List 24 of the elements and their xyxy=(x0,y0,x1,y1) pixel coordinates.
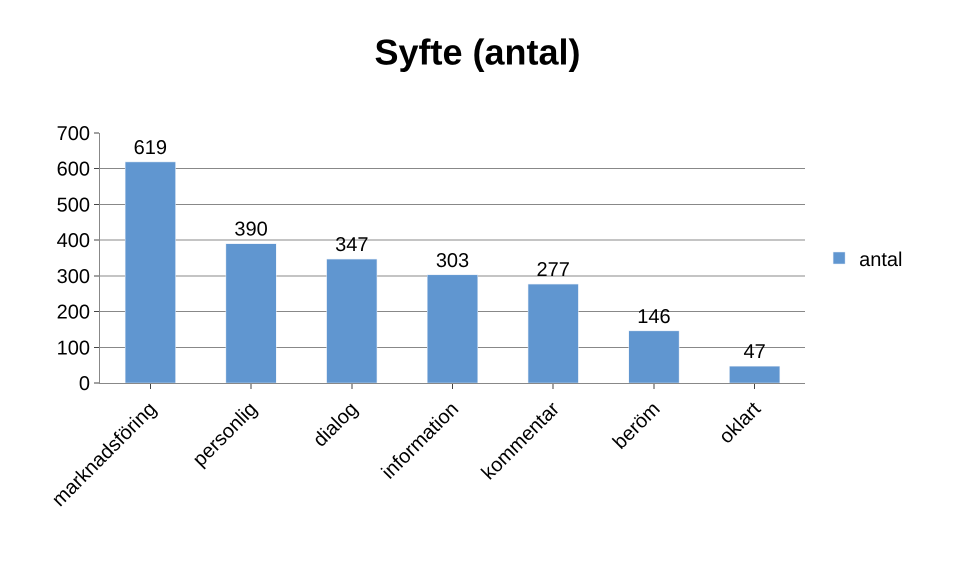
y-tick-label: 200 xyxy=(56,302,90,324)
y-tick-label: 300 xyxy=(56,266,90,288)
data-label: 619 xyxy=(134,136,168,159)
y-tick-label: 500 xyxy=(56,194,90,216)
bar xyxy=(528,284,579,383)
bar xyxy=(628,330,680,383)
y-tick-label: 600 xyxy=(56,158,90,181)
bar xyxy=(226,243,276,383)
chart-title: Syfte (antal) xyxy=(374,32,581,73)
bar xyxy=(427,274,478,383)
data-label: 303 xyxy=(436,250,470,272)
bar xyxy=(729,366,780,383)
y-tick-label: 100 xyxy=(56,337,90,360)
data-label: 47 xyxy=(744,341,766,364)
data-label: 390 xyxy=(234,218,268,241)
data-label: 277 xyxy=(536,259,570,282)
y-tick-label: 700 xyxy=(56,123,90,145)
data-label: 347 xyxy=(335,234,368,256)
y-tick-label: 400 xyxy=(56,230,90,252)
bar xyxy=(326,258,378,383)
legend-label: antal xyxy=(859,248,902,271)
data-label: 146 xyxy=(637,306,671,328)
y-tick-label: 0 xyxy=(78,373,90,395)
bar xyxy=(124,162,176,383)
